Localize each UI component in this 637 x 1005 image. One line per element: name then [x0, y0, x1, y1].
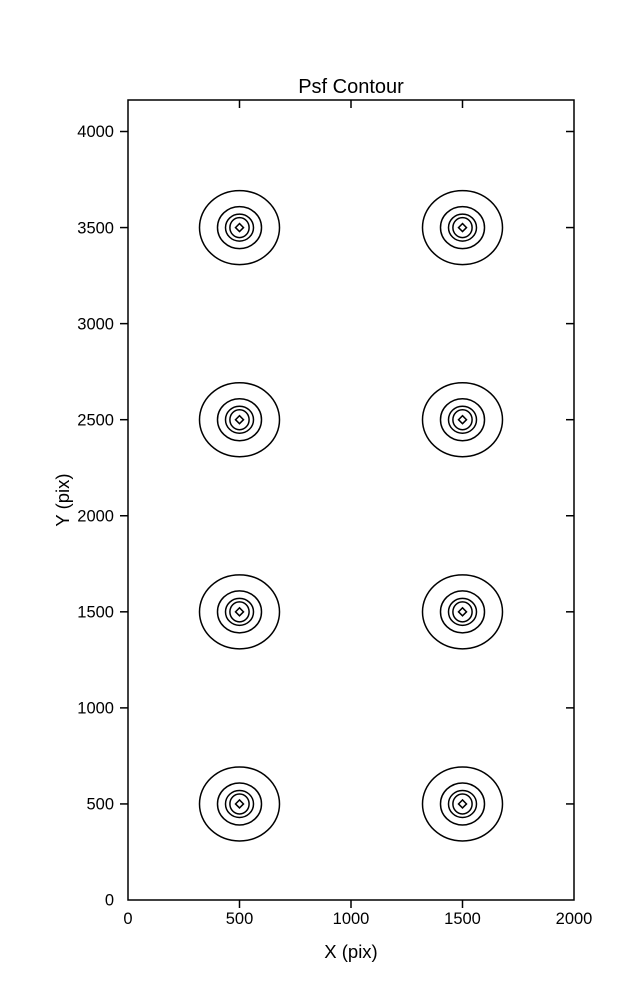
svg-text:X (pix): X (pix) — [324, 941, 377, 962]
svg-text:1000: 1000 — [333, 910, 370, 928]
svg-text:3500: 3500 — [77, 219, 114, 237]
svg-text:3000: 3000 — [77, 315, 114, 333]
svg-text:2000: 2000 — [556, 910, 593, 928]
svg-text:0: 0 — [123, 910, 132, 928]
svg-text:0: 0 — [105, 892, 114, 910]
svg-text:1500: 1500 — [77, 604, 114, 622]
svg-text:500: 500 — [86, 796, 114, 814]
svg-text:1000: 1000 — [77, 700, 114, 718]
svg-text:4000: 4000 — [77, 123, 114, 141]
svg-text:2500: 2500 — [77, 411, 114, 429]
svg-text:Y (pix): Y (pix) — [52, 473, 73, 526]
svg-text:1500: 1500 — [444, 910, 481, 928]
svg-text:500: 500 — [226, 910, 254, 928]
svg-text:Psf Contour: Psf Contour — [298, 76, 404, 98]
svg-text:2000: 2000 — [77, 507, 114, 525]
